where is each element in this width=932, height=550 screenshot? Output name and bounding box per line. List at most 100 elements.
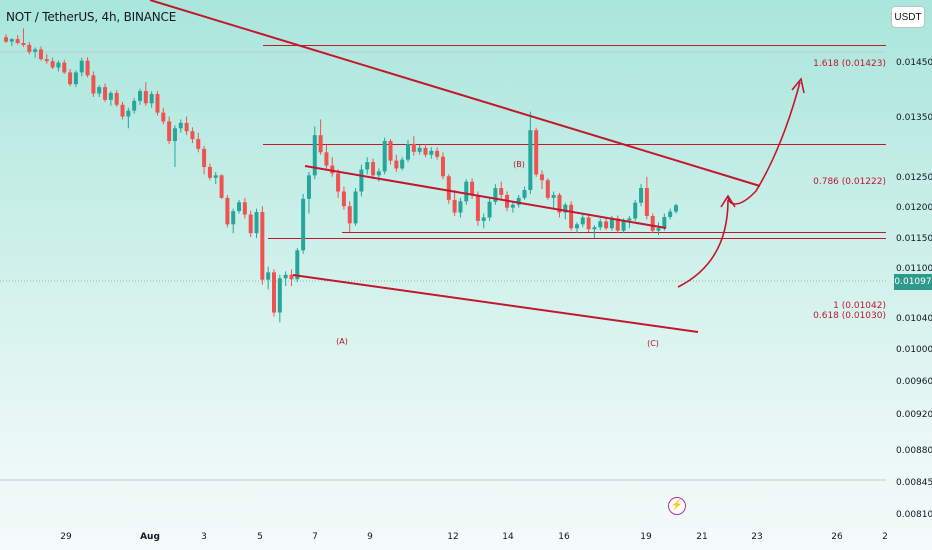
y-tick-label: 0.00845 [896,478,932,488]
candle-body [312,135,317,176]
x-tick-label: 12 [447,532,459,542]
candle-body [650,216,655,231]
candle-body [277,278,282,313]
candle-body [639,188,644,203]
candle-body [557,194,562,213]
candle-body [336,173,341,192]
fib-levels [263,45,886,239]
candle-body [633,202,638,219]
x-tick-label: 29 [60,532,72,542]
candle-body [627,218,632,221]
candle-body [38,49,43,60]
fib-label-0618: 0.618 (0.01030) [813,311,886,321]
y-tick-label: 0.01000 [896,345,932,355]
candle-body [522,190,527,198]
candle-body [178,122,183,129]
candle-body [4,37,8,42]
candle-body [126,110,131,117]
candle-body [330,165,335,174]
candle-body [388,141,393,161]
candle-body [545,180,550,198]
candle-body [470,181,475,195]
candle-body [132,100,137,111]
candle-body [440,156,445,177]
y-tick-label: 0.01200 [896,203,932,213]
candle-body [149,93,154,104]
lightning-bolt-icon[interactable]: ⚡ [668,497,686,515]
candle-body [394,160,399,169]
candle-body [85,60,90,76]
y-tick-label: 0.01350 [896,113,932,123]
candle-body [272,272,276,313]
long-downtrend-line [149,0,761,187]
candle-body [499,188,504,195]
x-tick-label: 21 [696,532,708,542]
currency-button[interactable]: USDT [891,6,925,28]
candle-body [143,91,148,104]
candle-body [295,250,300,280]
y-tick-label: 0.01150 [896,234,932,244]
last-price-tag: 0.01097 [894,274,932,290]
candle-body [668,211,673,217]
candle-body [306,175,311,199]
candle-body [260,212,265,280]
candle-body [289,274,294,280]
channel-upper-line [304,165,667,229]
channel-lower-line [292,274,699,333]
candle-body [609,218,614,229]
candle-body [586,217,591,230]
candle-body [50,61,55,68]
time-axis[interactable]: 29 Aug 3 5 7 9 12 14 16 19 21 23 26 2 [0,520,932,550]
x-tick-label: 7 [312,532,318,542]
candle-body [674,205,678,212]
candle-body [15,39,20,44]
x-tick-label: 5 [257,532,263,542]
fib-label-1618: 1.618 (0.01423) [813,59,886,69]
candle-body [615,218,620,231]
candle-body [56,62,61,68]
candle-body [551,194,556,198]
candle-body [196,139,201,149]
candle-body [103,87,108,100]
candle-body [167,121,172,142]
candle-body [190,131,195,140]
candle-body [27,44,32,52]
symbol-title[interactable]: NOT / TetherUS, 4h, BINANCE [6,10,177,24]
candle-body [62,62,67,73]
y-tick-label: 0.01250 [896,173,932,183]
y-tick-label: 0.00960 [896,377,932,387]
projection-arrowhead-2 [791,77,805,94]
candle-body [435,150,440,157]
candle-body [225,197,230,225]
candle-body [213,175,218,178]
candle-body [598,221,603,228]
x-tick-label: 19 [640,532,652,542]
candle-body [376,171,381,176]
candle-body [68,72,73,85]
price-axis[interactable]: 0.01450 0.01350 0.01250 0.01200 0.01150 … [886,0,932,520]
projection-arrow-1 [677,199,729,288]
candle-body [365,162,370,170]
candle-body [202,148,207,167]
candle-body [528,130,533,191]
candle-body [481,217,486,221]
candle-body [510,204,515,208]
candle-body [656,228,661,231]
candle-body [371,162,376,176]
candle-body [464,181,469,202]
candle-body [493,188,498,202]
candle-body [487,201,492,218]
candle-body [563,204,568,213]
candle-body [662,216,667,229]
candle-body [382,141,387,172]
y-tick-label: 0.01040 [896,314,932,324]
candle-body [475,194,480,221]
candle-body [219,175,224,198]
candle-body [604,221,609,229]
fib-label-0786: 0.786 (0.01222) [813,177,886,187]
candle-body [9,39,14,42]
candle-body [237,202,242,212]
candle-body [21,43,26,45]
candle-body [534,130,539,175]
